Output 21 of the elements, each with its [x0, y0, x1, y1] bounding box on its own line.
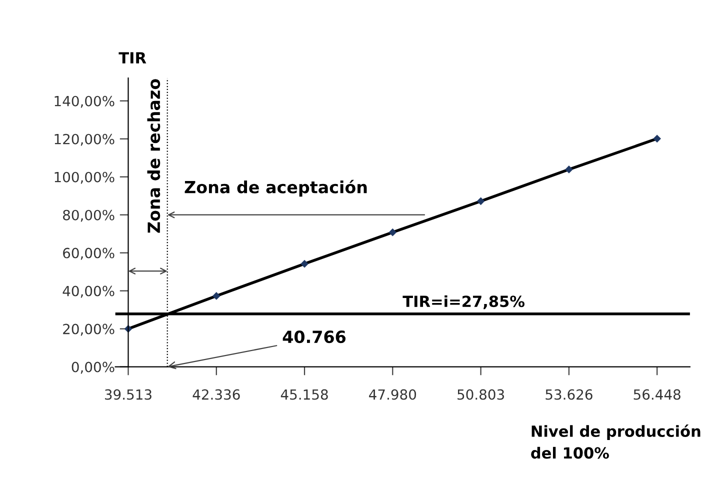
y-tick-label: 80,00% — [63, 210, 114, 222]
y-tick-label: 120,00% — [54, 134, 114, 146]
y-tick-label: 20,00% — [63, 324, 114, 336]
x-tick-label: 56.448 — [634, 389, 680, 400]
annotation: Zona de aceptación — [184, 180, 367, 197]
annotation: Zona de rechazo — [147, 79, 160, 233]
y-axis-title: TIR — [118, 52, 146, 64]
x-tick-label: 45.158 — [280, 389, 328, 400]
y-tick-label: 140,00% — [54, 96, 114, 108]
y-tick-label: 0,00% — [72, 362, 114, 374]
y-tick-label: 100,00% — [54, 172, 114, 184]
x-tick-label: 39.513 — [105, 389, 152, 400]
x-tick-label: 42.336 — [192, 389, 240, 400]
ref-line-label: TIR=i=27,85% — [402, 295, 524, 310]
x-tick-label: 50.803 — [458, 389, 504, 400]
x-tick-label: 53.626 — [546, 389, 592, 400]
y-tick-label: 60,00% — [63, 248, 114, 260]
annotation: 40.766 — [282, 330, 346, 344]
x-tick-label: 47.980 — [369, 389, 416, 400]
y-tick-label: 40,00% — [62, 286, 114, 298]
x-axis-title: Nivel de producción del 100% — [531, 424, 700, 459]
